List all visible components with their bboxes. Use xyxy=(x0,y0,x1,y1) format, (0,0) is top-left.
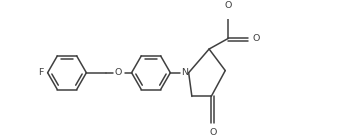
Text: O: O xyxy=(115,68,122,77)
Text: O: O xyxy=(252,34,259,43)
Text: N: N xyxy=(181,68,188,77)
Text: O: O xyxy=(209,128,217,137)
Text: F: F xyxy=(38,68,43,77)
Text: O: O xyxy=(225,1,232,10)
